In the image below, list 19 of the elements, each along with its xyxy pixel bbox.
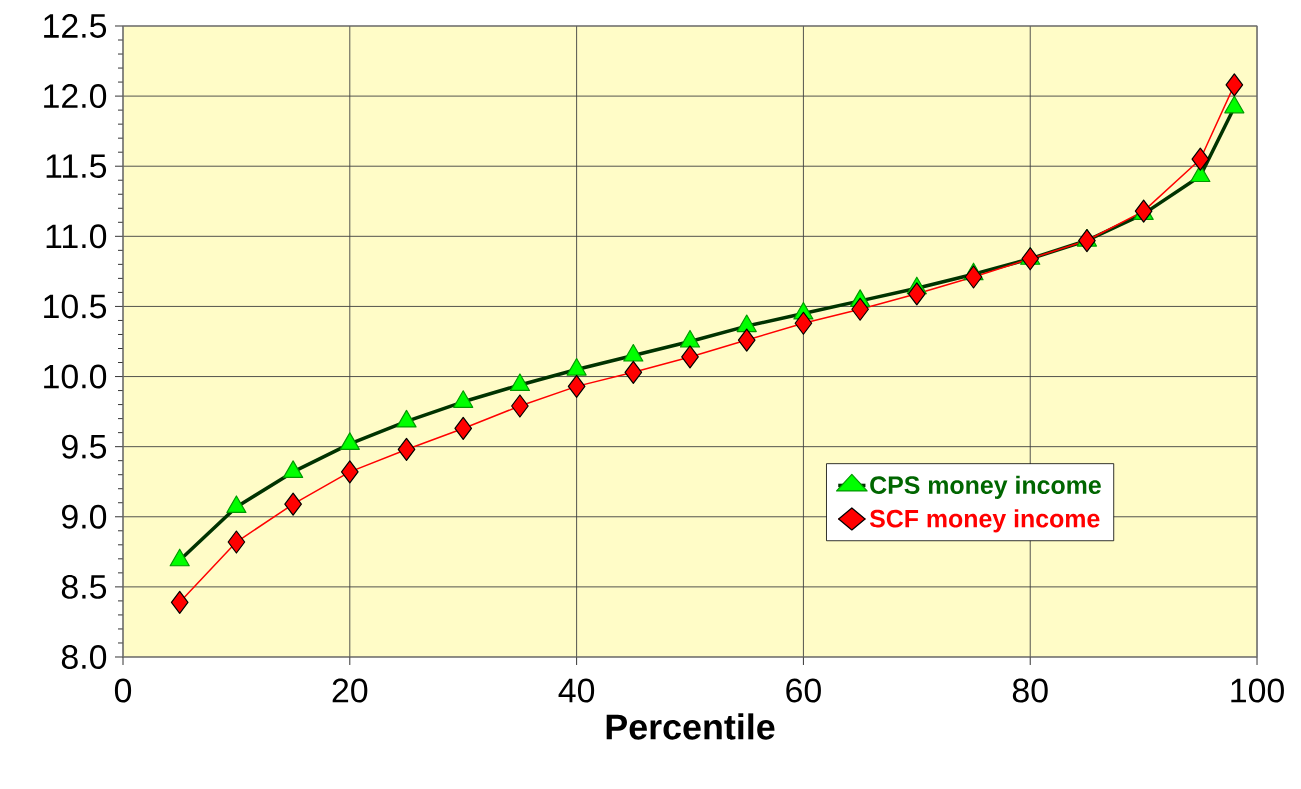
x-axis-title: Percentile bbox=[606, 713, 775, 740]
y-tick-label: 10.5 bbox=[44, 294, 107, 319]
y-tick-label: 8.0 bbox=[61, 645, 107, 669]
legend-label: CPS money income bbox=[870, 475, 1101, 499]
y-tick-label: 10.0 bbox=[44, 364, 107, 389]
x-tick-label: 100 bbox=[1231, 678, 1284, 703]
x-tick-label: 40 bbox=[558, 678, 595, 703]
x-tick-label: 80 bbox=[1012, 678, 1048, 703]
x-tick-label: 60 bbox=[786, 678, 821, 703]
y-tick-label: 9.0 bbox=[61, 504, 107, 529]
y-tick-label: 11.0 bbox=[46, 224, 107, 249]
y-tick-label: 8.5 bbox=[61, 574, 107, 599]
x-tick-label: 0 bbox=[114, 678, 132, 703]
x-tick-label: 20 bbox=[332, 678, 368, 703]
legend-label: SCF money income bbox=[869, 509, 1100, 533]
y-tick-label: 12.5 bbox=[44, 13, 107, 38]
y-tick-label: 9.5 bbox=[61, 434, 107, 459]
y-tick-label: 12.0 bbox=[44, 84, 107, 109]
y-tick-label: 11.5 bbox=[46, 154, 107, 179]
